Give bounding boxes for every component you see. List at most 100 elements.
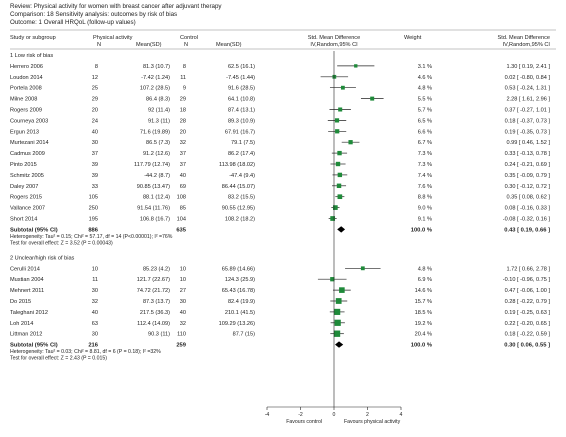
smd-ci-value: 0.08 [ -0.16, 0.33 ]: [505, 206, 551, 212]
pa-mean-sd: 74.72 (21.72): [137, 288, 170, 294]
control-mean-sd: 89.3 (10.9): [228, 118, 255, 124]
control-n: 37: [180, 151, 186, 157]
pa-mean-sd: 107.2 (28.5): [140, 86, 170, 92]
heterogeneity-stat: Heterogeneity: Tau² = 0.03; Chi² = 8.81,…: [10, 349, 161, 355]
effect-marker: [330, 216, 336, 221]
pa-n: 105: [89, 195, 98, 201]
weight-value: 18.5 %: [415, 310, 432, 316]
study-name: Loh 2014: [10, 321, 33, 327]
study-name: Do 2015: [10, 299, 31, 305]
effect-marker: [336, 183, 342, 189]
col-header-pa-meansd: Mean(SD): [136, 42, 162, 48]
pa-mean-sd: 90.85 (13.47): [137, 184, 170, 190]
weight-value: 20.4 %: [415, 332, 432, 338]
pa-n: 195: [89, 217, 98, 223]
control-mean-sd: 79.1 (7.5): [231, 140, 255, 146]
pa-mean-sd: 91.54 (11.76): [137, 206, 170, 212]
control-n: 20: [180, 129, 186, 135]
pa-n: 40: [92, 310, 98, 316]
control-mean-sd: 108.2 (18.2): [225, 217, 255, 223]
pa-n: 20: [92, 108, 98, 114]
effect-marker: [332, 74, 337, 79]
pa-n: 30: [92, 332, 98, 338]
pa-n: 24: [92, 118, 98, 124]
pa-n: 32: [92, 299, 98, 305]
pa-mean-sd: 121.7 (22.67): [137, 277, 170, 283]
effect-marker: [337, 172, 343, 178]
smd-ci-value: 0.19 [ -0.35, 0.73 ]: [505, 129, 551, 135]
x-tick-label: 0: [333, 412, 336, 418]
study-name: Loudon 2014: [10, 75, 43, 81]
pa-mean-sd: -44.2 (8.7): [144, 173, 170, 179]
pa-n: 39: [92, 162, 98, 168]
x-tick-label: 4: [400, 412, 403, 418]
pa-n: 30: [92, 140, 98, 146]
overall-effect-test: Test for overall effect: Z = 3.52 (P = 0…: [10, 240, 113, 246]
effect-marker: [354, 64, 358, 68]
smd-ci-value: 0.24 [ -0.21, 0.69 ]: [505, 162, 551, 168]
comparison-title: Comparison: 18 Sensitivity analysis: out…: [10, 11, 177, 18]
control-mean-sd: 210.1 (41.5): [225, 310, 255, 316]
control-n: 108: [177, 195, 186, 201]
control-mean-sd: 90.55 (12.95): [222, 206, 255, 212]
pa-mean-sd: 92 (11.4): [148, 108, 170, 114]
smd-ci-value: -0.08 [ -0.32, 0.16 ]: [503, 217, 551, 223]
effect-marker: [334, 118, 340, 123]
weight-value: 15.7 %: [415, 299, 432, 305]
pa-mean-sd: 91.3 (11): [148, 118, 170, 124]
effect-marker: [334, 308, 341, 315]
pa-mean-sd: 86.4 (8.3): [146, 97, 170, 103]
study-name: Short 2014: [10, 217, 37, 223]
x-tick-label: -4: [265, 412, 270, 418]
favours-control-label: Favours control: [286, 419, 322, 425]
effect-marker: [338, 107, 343, 112]
study-name: Milne 2008: [10, 97, 37, 103]
col-header-pa: Physical activity: [93, 35, 133, 41]
smd-ci-value: 1.72 [ 0.66, 2.78 ]: [506, 266, 550, 272]
control-n: 18: [180, 108, 186, 114]
smd-ci-value: 0.02 [ -0.80, 0.84 ]: [505, 75, 551, 81]
pa-mean-sd: 117.79 (12.74): [134, 162, 170, 168]
study-name: Taleghani 2012: [10, 310, 48, 316]
effect-marker: [360, 266, 365, 271]
study-name: Cerulli 2014: [10, 266, 40, 272]
effect-marker: [335, 161, 341, 167]
effect-marker: [337, 150, 342, 156]
study-name: Rogers 2009: [10, 108, 42, 114]
pa-n: 63: [92, 321, 98, 327]
control-n: 40: [180, 310, 186, 316]
weight-value: 4.8 %: [418, 266, 432, 272]
subtotal-weight: 100.0 %: [411, 227, 432, 233]
forest-axis: -4 -2 0 2 4 Favours control Favours physical a…: [265, 51, 403, 425]
smd-ci-value: 0.19 [ -0.25, 0.63 ]: [505, 310, 551, 316]
weight-value: 14.6 %: [415, 288, 432, 294]
study-name: Herrero 2006: [10, 64, 43, 70]
subtotal-smd-ci: 0.43 [ 0.19, 0.66 ]: [504, 227, 550, 233]
weight-value: 6.7 %: [418, 140, 432, 146]
x-tick-label: -2: [298, 412, 303, 418]
study-name: Schmitz 2005: [10, 173, 44, 179]
subtotal-pa-n: 216: [88, 343, 98, 349]
smd-ci-value: 0.53 [ -0.24, 1.31 ]: [505, 86, 551, 92]
study-name: Mehnert 2011: [10, 288, 44, 294]
subtotal-weight: 100.0 %: [411, 343, 432, 349]
subtotal-diamond: [337, 226, 346, 233]
overall-effect-test: Test for overall effect: Z = 2.43 (P = 0…: [10, 356, 107, 362]
effect-marker: [332, 205, 338, 210]
control-n: 104: [177, 217, 186, 223]
pa-mean-sd: -7.42 (1.24): [141, 75, 170, 81]
weight-value: 6.6 %: [418, 129, 432, 135]
smd-ci-value: 0.30 [ -0.12, 0.72 ]: [505, 184, 551, 190]
control-mean-sd: 62.5 (16.1): [228, 64, 255, 70]
x-tick-label: 2: [366, 412, 369, 418]
weight-value: 9.1 %: [418, 217, 432, 223]
weight-value: 19.2 %: [415, 321, 432, 327]
weight-value: 7.6 %: [418, 184, 432, 190]
control-n: 29: [180, 97, 186, 103]
effect-marker: [334, 319, 341, 326]
pa-n: 29: [92, 97, 98, 103]
pa-n: 33: [92, 184, 98, 190]
subtotal-pa-n: 886: [88, 227, 98, 233]
control-mean-sd: 86.2 (17.4): [228, 151, 255, 157]
study-name: Courneya 2003: [10, 118, 48, 124]
